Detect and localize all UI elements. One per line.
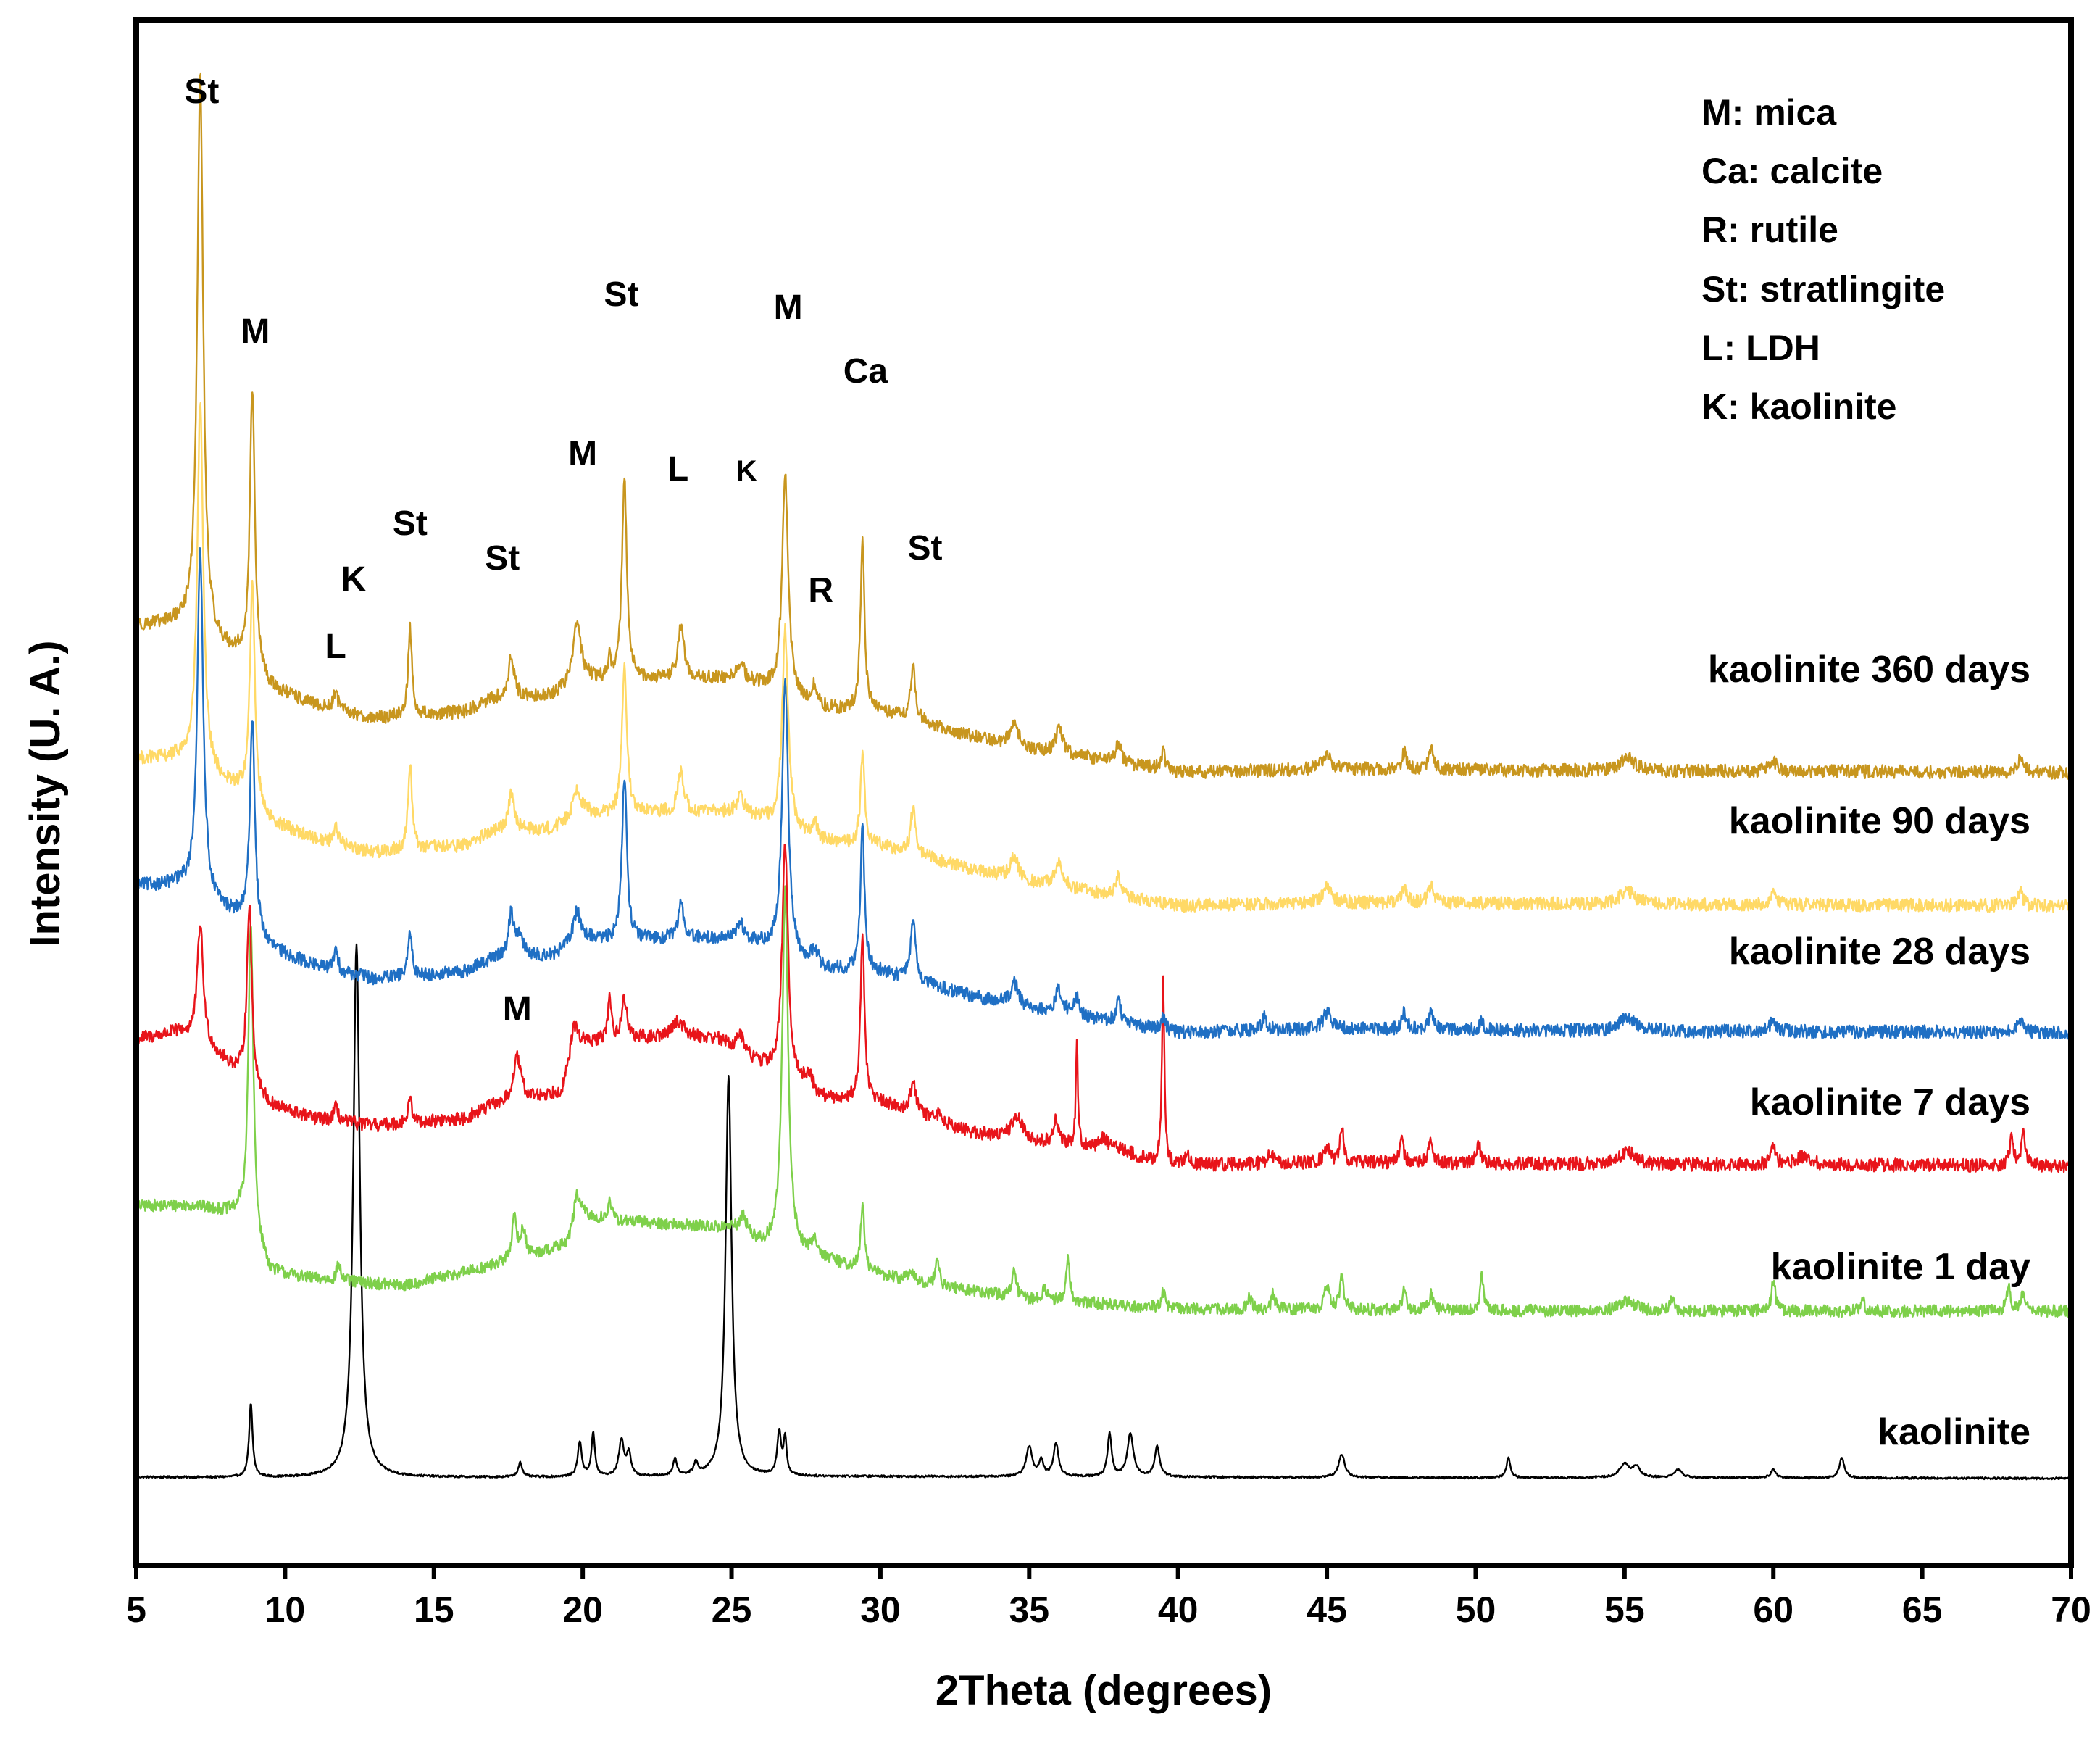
legend-calcite: Ca: calcite [1701, 151, 1883, 191]
legend-ldh: L: LDH [1701, 328, 1820, 368]
series-trace-kaolinite [135, 943, 2072, 1481]
x-tick-label: 55 [1604, 1589, 1645, 1630]
y-axis-title: Intensity (U. A.) [22, 640, 69, 947]
x-tick-label: 15 [414, 1589, 454, 1630]
peak-label-m: M [774, 288, 803, 327]
peak-label-m: M [503, 990, 532, 1028]
series-labels: kaolinite 360 days kaolinite 90 days kaoli… [1708, 649, 2030, 1453]
x-tick-label: 45 [1307, 1589, 1347, 1630]
series-label-kaolinite-1-day: kaolinite 1 day [1771, 1246, 2030, 1288]
peak-label-st: St [604, 275, 639, 314]
peak-label-k: K [736, 455, 757, 487]
x-axis-title: 2Theta (degrees) [936, 1667, 1272, 1714]
x-tick-label: 10 [265, 1589, 306, 1630]
x-tick-label: 20 [562, 1589, 603, 1630]
x-tick-label: 35 [1009, 1589, 1049, 1630]
peak-label-l: L [667, 450, 688, 489]
x-tick-label: 25 [712, 1589, 752, 1630]
x-tick-label: 50 [1456, 1589, 1496, 1630]
peak-label-k: K [341, 560, 367, 599]
peak-label-ca: Ca [843, 352, 888, 391]
peak-label-m: M [568, 435, 597, 473]
series-label-kaolinite-90-days: kaolinite 90 days [1729, 800, 2030, 842]
series-trace-kaolinite-360-days [135, 72, 2072, 780]
series-label-kaolinite-360-days: kaolinite 360 days [1708, 649, 2030, 691]
series-trace-kaolinite-28-days [135, 547, 2072, 1040]
legend-mica: M: mica [1701, 92, 1837, 133]
peak-label-st: St [393, 504, 428, 543]
x-axis-ticks: 5 10 15 20 25 30 35 40 45 50 55 60 65 70 [126, 1566, 2091, 1630]
x-tick-label: 65 [1902, 1589, 1943, 1630]
series-label-kaolinite-28-days: kaolinite 28 days [1729, 931, 2030, 973]
series-label-kaolinite-7-days: kaolinite 7 days [1750, 1081, 2030, 1123]
phase-legend: M: mica Ca: calcite R: rutile St: stratl… [1701, 92, 1945, 427]
series-trace-kaolinite-90-days [135, 402, 2072, 913]
x-tick-label: 5 [126, 1589, 146, 1630]
series-trace-kaolinite-1-day [135, 885, 2072, 1318]
peak-label-l: L [325, 628, 346, 666]
x-tick-label: 30 [860, 1589, 901, 1630]
x-tick-label: 40 [1158, 1589, 1199, 1630]
x-tick-label: 60 [1753, 1589, 1793, 1630]
peak-label-st: St [184, 72, 219, 111]
peak-label-st: St [485, 539, 520, 578]
legend-rutile: R: rutile [1701, 209, 1838, 250]
x-tick-label: 70 [2051, 1589, 2091, 1630]
series-layer [135, 72, 2072, 1481]
legend-kaolinite: K: kaolinite [1701, 386, 1896, 427]
series-trace-kaolinite-7-days [136, 844, 2072, 1173]
peak-label-st: St [908, 529, 943, 568]
legend-stratlingite: St: stratlingite [1701, 269, 1945, 309]
peak-label-m: M [241, 312, 270, 351]
plot-frame [133, 17, 2074, 1568]
peak-label-r: R [808, 571, 833, 610]
series-label-kaolinite: kaolinite [1878, 1411, 2030, 1453]
